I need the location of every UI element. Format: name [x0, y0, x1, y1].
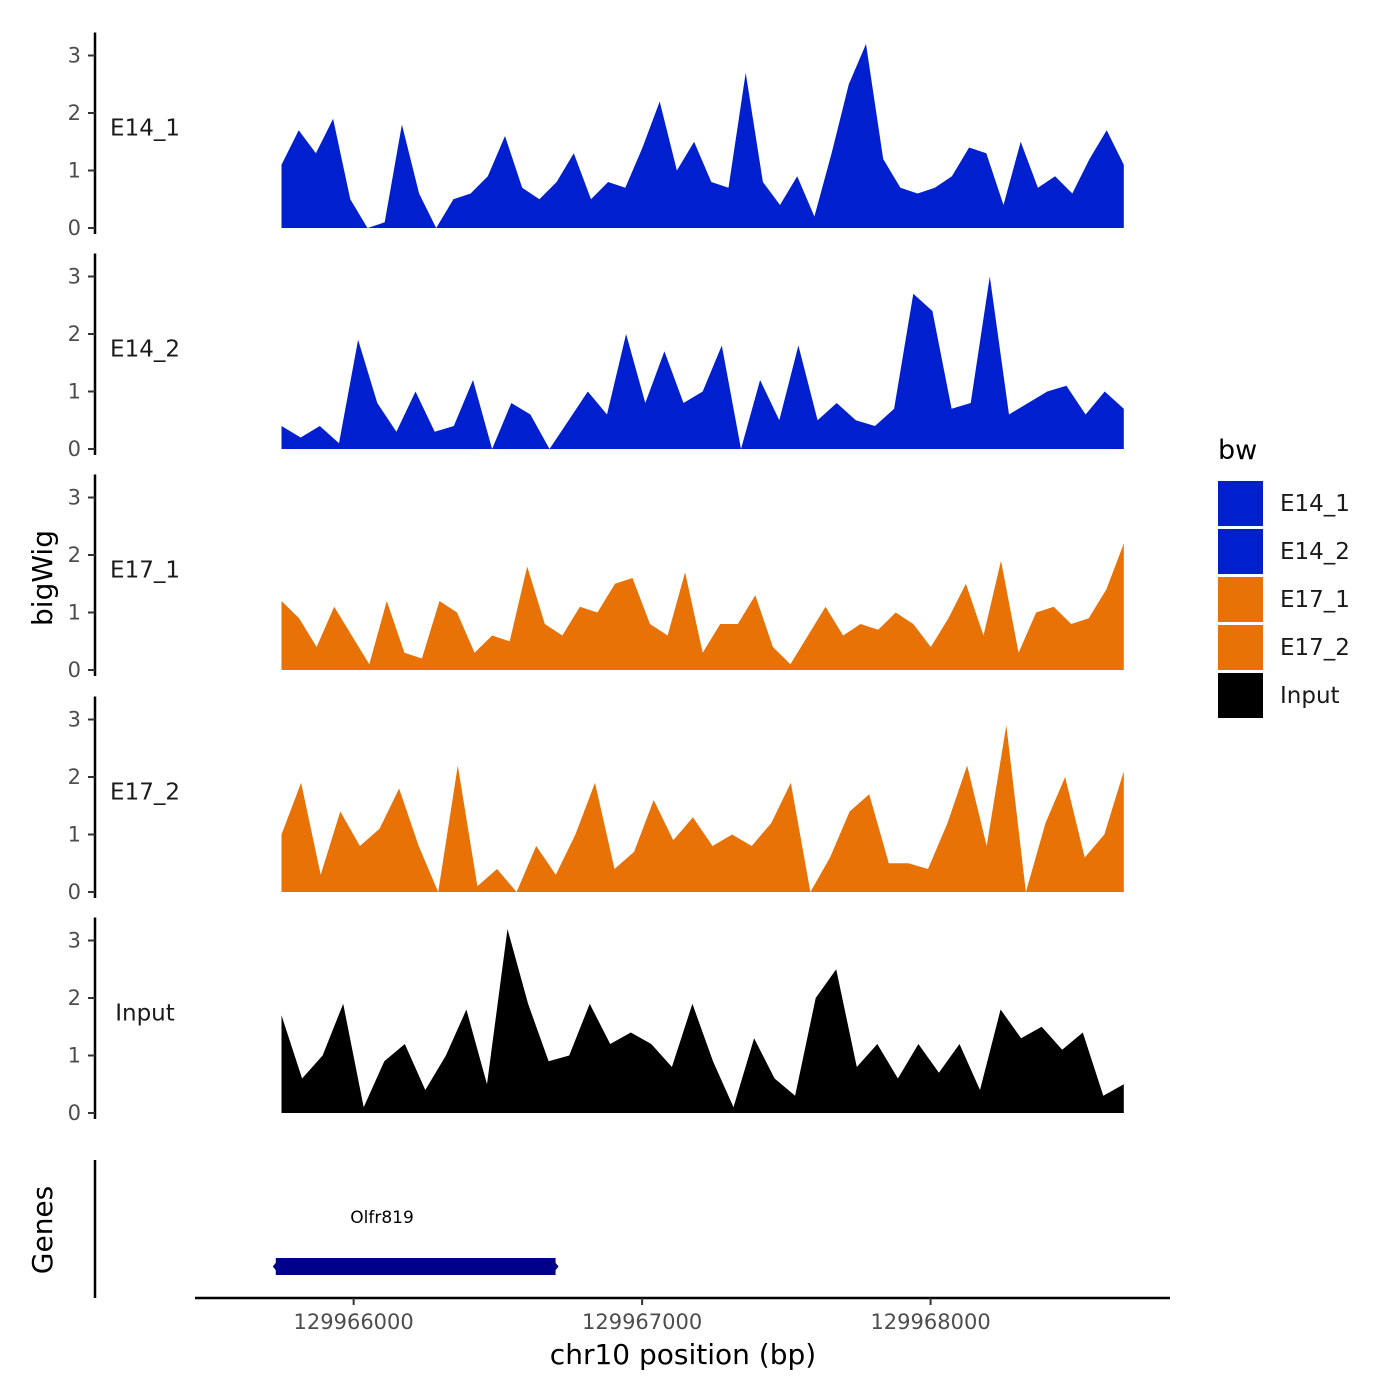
y-tick-label: 3 — [68, 265, 81, 289]
y-tick-label: 1 — [68, 1044, 81, 1068]
genes-panel: Olfr819 — [93, 1160, 559, 1298]
y-tick-label: 2 — [68, 322, 81, 346]
track-label-E14_1: E14_1 — [110, 115, 180, 141]
gene-Olfr819 — [275, 1258, 556, 1275]
legend-label-E14_2: E14_2 — [1280, 539, 1350, 565]
track-label-Input: Input — [115, 1000, 175, 1026]
y-tick-label: 3 — [68, 708, 81, 732]
legend-label-E14_1: E14_1 — [1280, 491, 1350, 517]
y-tick-label: 0 — [68, 658, 81, 682]
track-panels: 0 1 2 3 E14_1 0 1 2 3 E14_2 0 1 2 3 E17_1 0 1 2 3 E17_2 0 1 2 3… — [68, 32, 1124, 1125]
area-E17_2 — [281, 725, 1124, 892]
y-tick-label: 1 — [68, 823, 81, 847]
x-axis: 129966000 129967000 129968000 — [195, 1296, 1170, 1334]
legend-swatch-E17_1 — [1218, 577, 1263, 622]
x-tick-label: 129968000 — [870, 1310, 990, 1334]
y-tick-label: 0 — [68, 1101, 81, 1125]
x-axis-title: chr10 position (bp) — [550, 1338, 816, 1371]
y-tick-label: 3 — [68, 486, 81, 510]
y-tick-label: 1 — [68, 159, 81, 183]
gene-label: Olfr819 — [350, 1208, 414, 1228]
track-E14_1: 0 1 2 3 E14_1 — [68, 32, 1124, 240]
y-tick-label: 0 — [68, 216, 81, 240]
track-label-E14_2: E14_2 — [110, 336, 180, 362]
track-E17_1: 0 1 2 3 E17_1 — [68, 474, 1124, 682]
gene-arrow-right — [551, 1258, 559, 1275]
y-tick-label: 1 — [68, 380, 81, 404]
y-tick-label: 2 — [68, 101, 81, 125]
x-tick-label: 129967000 — [582, 1310, 702, 1334]
legend-swatch-E17_2 — [1218, 625, 1263, 670]
track-E14_2: 0 1 2 3 E14_2 — [68, 253, 1124, 461]
track-label-E17_1: E17_1 — [110, 557, 180, 583]
legend: bw E14_1 E14_2 E17_1 E17_2 Input — [1218, 435, 1350, 718]
legend-swatch-Input — [1218, 673, 1263, 718]
area-E14_2 — [281, 276, 1124, 449]
legend-swatch-E14_1 — [1218, 481, 1263, 526]
legend-label-E17_2: E17_2 — [1280, 635, 1350, 661]
y-tick-label: 2 — [68, 765, 81, 789]
x-tick-label: 129966000 — [294, 1310, 414, 1334]
y-tick-label: 2 — [68, 986, 81, 1010]
track-Input: 0 1 2 3 Input — [68, 917, 1124, 1125]
genes-axis-title: Genes — [26, 1186, 59, 1274]
track-label-E17_2: E17_2 — [110, 779, 180, 805]
y-tick-label: 3 — [68, 929, 81, 953]
area-Input — [281, 929, 1124, 1113]
area-E17_1 — [281, 543, 1124, 670]
y-tick-label: 1 — [68, 601, 81, 625]
track-E17_2: 0 1 2 3 E17_2 — [68, 696, 1124, 904]
legend-label-Input: Input — [1280, 683, 1340, 709]
gene-arrow-left — [272, 1258, 280, 1275]
y-axis-title: bigWig — [26, 530, 59, 626]
y-tick-label: 2 — [68, 543, 81, 567]
legend-swatch-E14_2 — [1218, 529, 1263, 574]
y-tick-label: 0 — [68, 437, 81, 461]
legend-label-E17_1: E17_1 — [1280, 587, 1350, 613]
y-tick-label: 3 — [68, 44, 81, 68]
y-tick-label: 0 — [68, 880, 81, 904]
legend-title: bw — [1218, 435, 1257, 466]
area-E14_1 — [281, 44, 1124, 228]
